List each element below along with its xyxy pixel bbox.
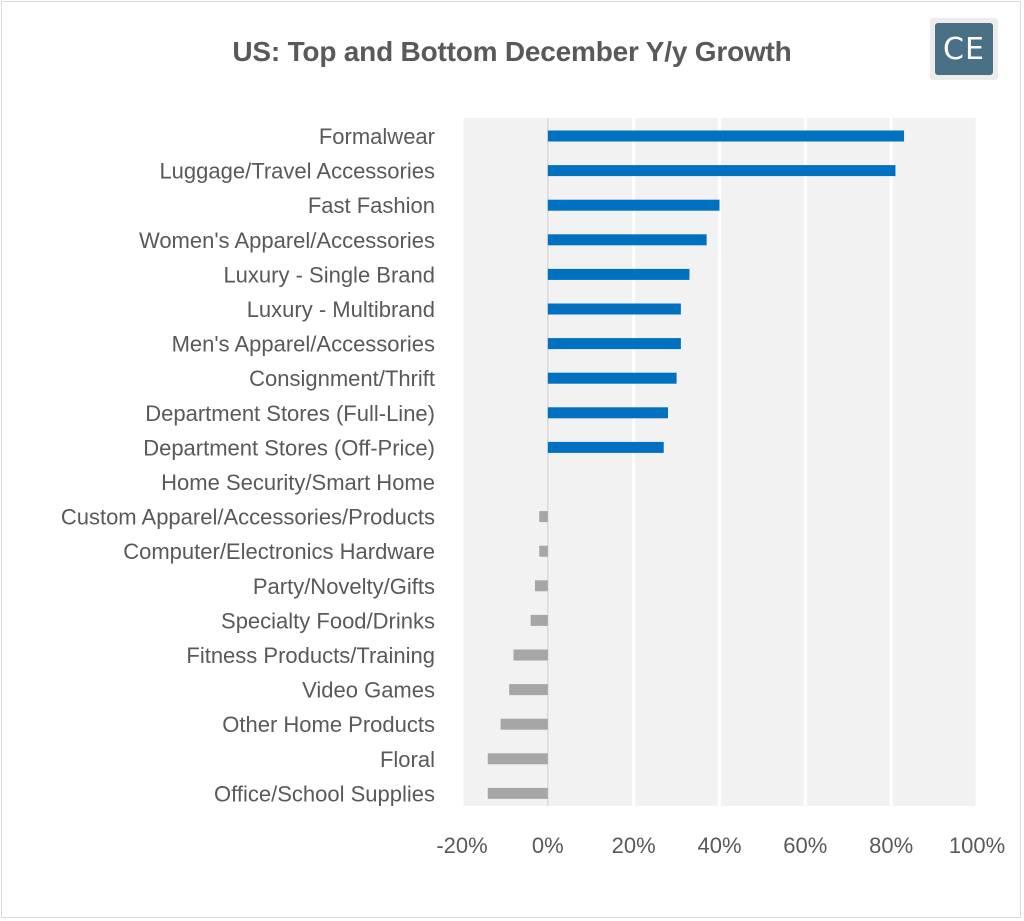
category-label-9: Department Stores (Off-Price) [143, 435, 435, 460]
bar-8 [547, 407, 668, 419]
ce-logo: CE [930, 18, 998, 80]
category-label-17: Other Home Products [222, 712, 435, 737]
category-label-16: Video Games [302, 678, 435, 703]
bar-1 [547, 165, 896, 177]
category-label-14: Specialty Food/Drinks [221, 608, 435, 633]
category-label-3: Women's Apparel/Accessories [139, 228, 435, 253]
category-label-5: Luxury - Multibrand [247, 297, 435, 322]
bar-13 [534, 580, 548, 592]
category-label-15: Fitness Products/Training [186, 643, 435, 668]
category-label-12: Computer/Electronics Hardware [123, 539, 435, 564]
bar-14 [530, 614, 548, 626]
x-tick-label-0: -20% [436, 833, 487, 858]
category-label-10: Home Security/Smart Home [161, 470, 435, 495]
category-label-11: Custom Apparel/Accessories/Products [61, 505, 435, 530]
x-tick-label-4: 60% [783, 833, 827, 858]
bar-17 [500, 718, 548, 730]
category-label-7: Consignment/Thrift [249, 366, 435, 391]
category-label-19: Office/School Supplies [214, 781, 435, 806]
bar-3 [547, 234, 707, 246]
bar-16 [509, 684, 548, 696]
category-label-4: Luxury - Single Brand [223, 262, 435, 287]
category-label-1: Luggage/Travel Accessories [159, 159, 435, 184]
category-label-8: Department Stores (Full-Line) [145, 401, 435, 426]
bar-9 [547, 441, 664, 453]
bar-7 [547, 372, 677, 384]
bar-5 [547, 303, 681, 315]
category-label-2: Fast Fashion [308, 193, 435, 218]
bar-12 [539, 545, 548, 557]
bar-19 [487, 787, 548, 799]
x-tick-label-3: 40% [697, 833, 741, 858]
bar-4 [547, 268, 690, 280]
x-tick-label-1: 0% [532, 833, 564, 858]
category-label-6: Men's Apparel/Accessories [172, 332, 435, 357]
bar-15 [513, 649, 548, 661]
bar-0 [547, 130, 905, 142]
category-label-13: Party/Novelty/Gifts [253, 574, 435, 599]
x-tick-label-2: 20% [612, 833, 656, 858]
category-label-0: Formalwear [319, 124, 435, 149]
category-label-18: Floral [380, 747, 435, 772]
x-tick-label-5: 80% [869, 833, 913, 858]
bar-6 [547, 338, 681, 350]
chart-title: US: Top and Bottom December Y/y Growth [232, 36, 792, 67]
x-tick-label-6: 100% [949, 833, 1005, 858]
bar-2 [547, 199, 720, 211]
ce-logo-text: CE [935, 23, 993, 75]
bar-18 [487, 753, 548, 765]
bar-11 [539, 511, 548, 523]
